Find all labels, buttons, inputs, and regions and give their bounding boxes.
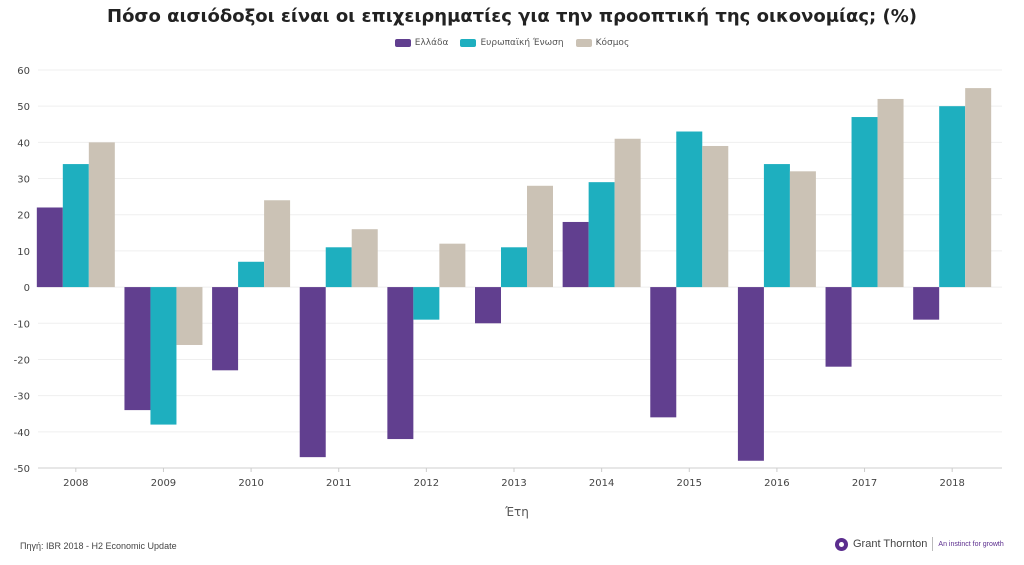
source-note: Πηγή: IBR 2018 - H2 Economic Update	[20, 541, 177, 551]
legend-label-greece: Ελλάδα	[414, 38, 449, 48]
bar	[150, 287, 177, 425]
bar	[351, 229, 378, 288]
bar	[475, 287, 501, 324]
y-tick-label: -10	[14, 319, 30, 330]
x-tick-label: 2016	[764, 478, 789, 489]
bar	[387, 287, 414, 440]
x-tick-label: 2012	[414, 478, 439, 489]
legend-item-eu: Ευρωπαϊκή Ένωση	[460, 38, 564, 48]
bar	[676, 131, 703, 288]
bar	[439, 243, 466, 288]
bar	[825, 287, 852, 367]
bar	[965, 88, 992, 288]
y-tick-label: 10	[17, 247, 30, 258]
bar	[614, 138, 641, 288]
legend: Ελλάδα Ευρωπαϊκή Ένωση Κόσμος	[0, 38, 1024, 48]
x-tick-label: 2013	[501, 478, 526, 489]
bar	[36, 207, 63, 288]
y-tick-label: 20	[17, 211, 30, 222]
x-tick-label: 2014	[589, 478, 614, 489]
bar	[238, 261, 265, 288]
bar	[264, 200, 291, 288]
bar	[562, 221, 589, 288]
bar	[124, 287, 151, 411]
y-tick-label: 30	[17, 175, 30, 186]
x-tick-label: 2010	[238, 478, 263, 489]
x-tick-label: 2009	[151, 478, 176, 489]
grant-thornton-logo-icon	[835, 537, 848, 551]
bar	[176, 287, 203, 345]
x-tick-label: 2008	[63, 478, 88, 489]
legend-label-eu: Ευρωπαϊκή Ένωση	[480, 38, 564, 48]
bar	[62, 164, 89, 288]
chart-title: Πόσο αισιόδοξοι είναι οι επιχειρηματίες …	[107, 6, 917, 27]
y-tick-label: -20	[14, 355, 30, 366]
x-tick-label: 2017	[852, 478, 877, 489]
x-tick-label: 2011	[326, 478, 351, 489]
bar	[789, 171, 816, 288]
bar	[851, 117, 878, 288]
y-tick-label: -50	[14, 464, 30, 475]
x-tick-label: 2018	[939, 478, 964, 489]
bar	[939, 106, 966, 288]
bar	[527, 185, 553, 288]
bar	[702, 145, 729, 288]
y-tick-label: 40	[17, 138, 30, 149]
brand-name: Grant Thornton	[853, 538, 928, 550]
bar	[212, 287, 239, 371]
bar	[325, 247, 352, 288]
x-tick-label: 2015	[677, 478, 702, 489]
bar	[877, 98, 904, 288]
legend-item-greece: Ελλάδα	[394, 38, 449, 48]
bar	[913, 287, 940, 320]
y-tick-label: 50	[17, 102, 30, 113]
bar	[501, 247, 527, 288]
bar	[413, 287, 440, 320]
legend-swatch-eu	[460, 39, 477, 47]
bar	[737, 287, 764, 461]
y-tick-label: -40	[14, 428, 30, 439]
y-tick-label: -30	[14, 392, 30, 403]
y-tick-label: 0	[24, 283, 30, 294]
brand-logo-block: Grant Thornton An instinct for growth	[835, 537, 1004, 551]
bar	[299, 287, 326, 458]
legend-item-world: Κόσμος	[575, 38, 630, 48]
bar	[650, 287, 677, 418]
bar	[88, 142, 115, 288]
bar	[588, 182, 615, 288]
legend-swatch-greece	[394, 39, 411, 47]
x-axis-label: Έτη	[504, 505, 529, 519]
y-tick-label: 60	[17, 66, 30, 77]
brand-tagline: An instinct for growth	[938, 540, 1004, 548]
legend-swatch-world	[575, 39, 592, 47]
legend-label-world: Κόσμος	[595, 38, 630, 48]
brand-divider	[932, 537, 934, 551]
bar	[763, 164, 790, 288]
